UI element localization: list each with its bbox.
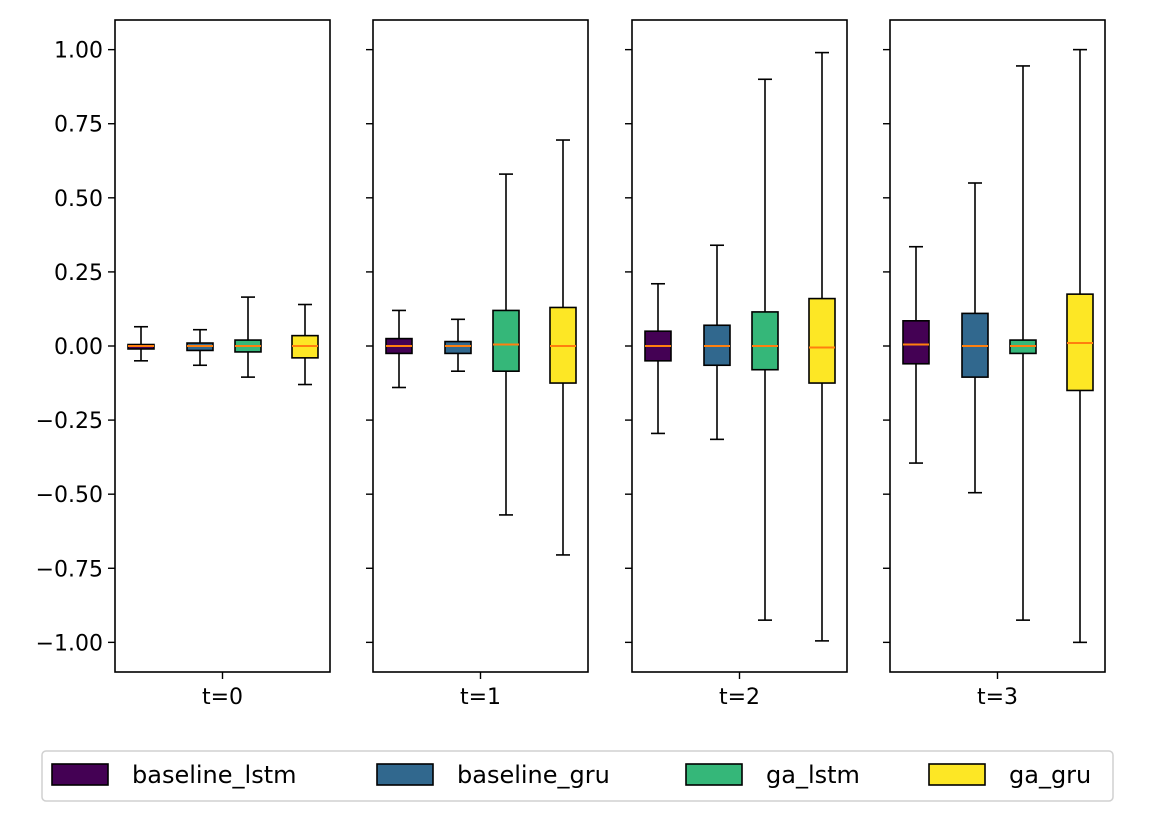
box-baseline_lstm <box>902 320 930 365</box>
box-baseline_gru <box>444 340 472 355</box>
y-tick-label: 0.50 <box>54 187 103 212</box>
y-tick-label: 0.25 <box>54 261 103 286</box>
panel-label: t=0 <box>202 685 243 710</box>
legend-frame <box>41 750 1114 802</box>
y-tick-label: 0.75 <box>54 113 103 138</box>
legend-swatch-ga_gru <box>928 763 986 786</box>
legend-label-baseline_gru: baseline_gru <box>457 761 610 789</box>
legend-swatch-ga_lstm <box>685 763 743 786</box>
legend-label-ga_lstm: ga_lstm <box>766 761 860 789</box>
box-ga_gru <box>808 297 836 384</box>
y-tick-label: −0.25 <box>36 409 103 434</box>
box-ga_lstm <box>492 309 520 372</box>
y-tick-label: −0.75 <box>36 557 103 582</box>
panel-label: t=1 <box>460 685 501 710</box>
legend-label-ga_gru: ga_gru <box>1009 761 1091 789</box>
legend-swatch-baseline_lstm <box>51 763 109 786</box>
y-tick-label: −1.00 <box>36 631 103 656</box>
y-tick-label: 1.00 <box>54 39 103 64</box>
y-tick-label: −0.50 <box>36 483 103 508</box>
panel-label: t=2 <box>719 685 760 710</box>
legend-label-baseline_lstm: baseline_lstm <box>132 761 296 789</box>
panel-label: t=3 <box>977 685 1018 710</box>
legend-swatch-baseline_gru <box>376 763 434 786</box>
box-ga_lstm <box>751 311 779 371</box>
y-tick-label: 0.00 <box>54 335 103 360</box>
